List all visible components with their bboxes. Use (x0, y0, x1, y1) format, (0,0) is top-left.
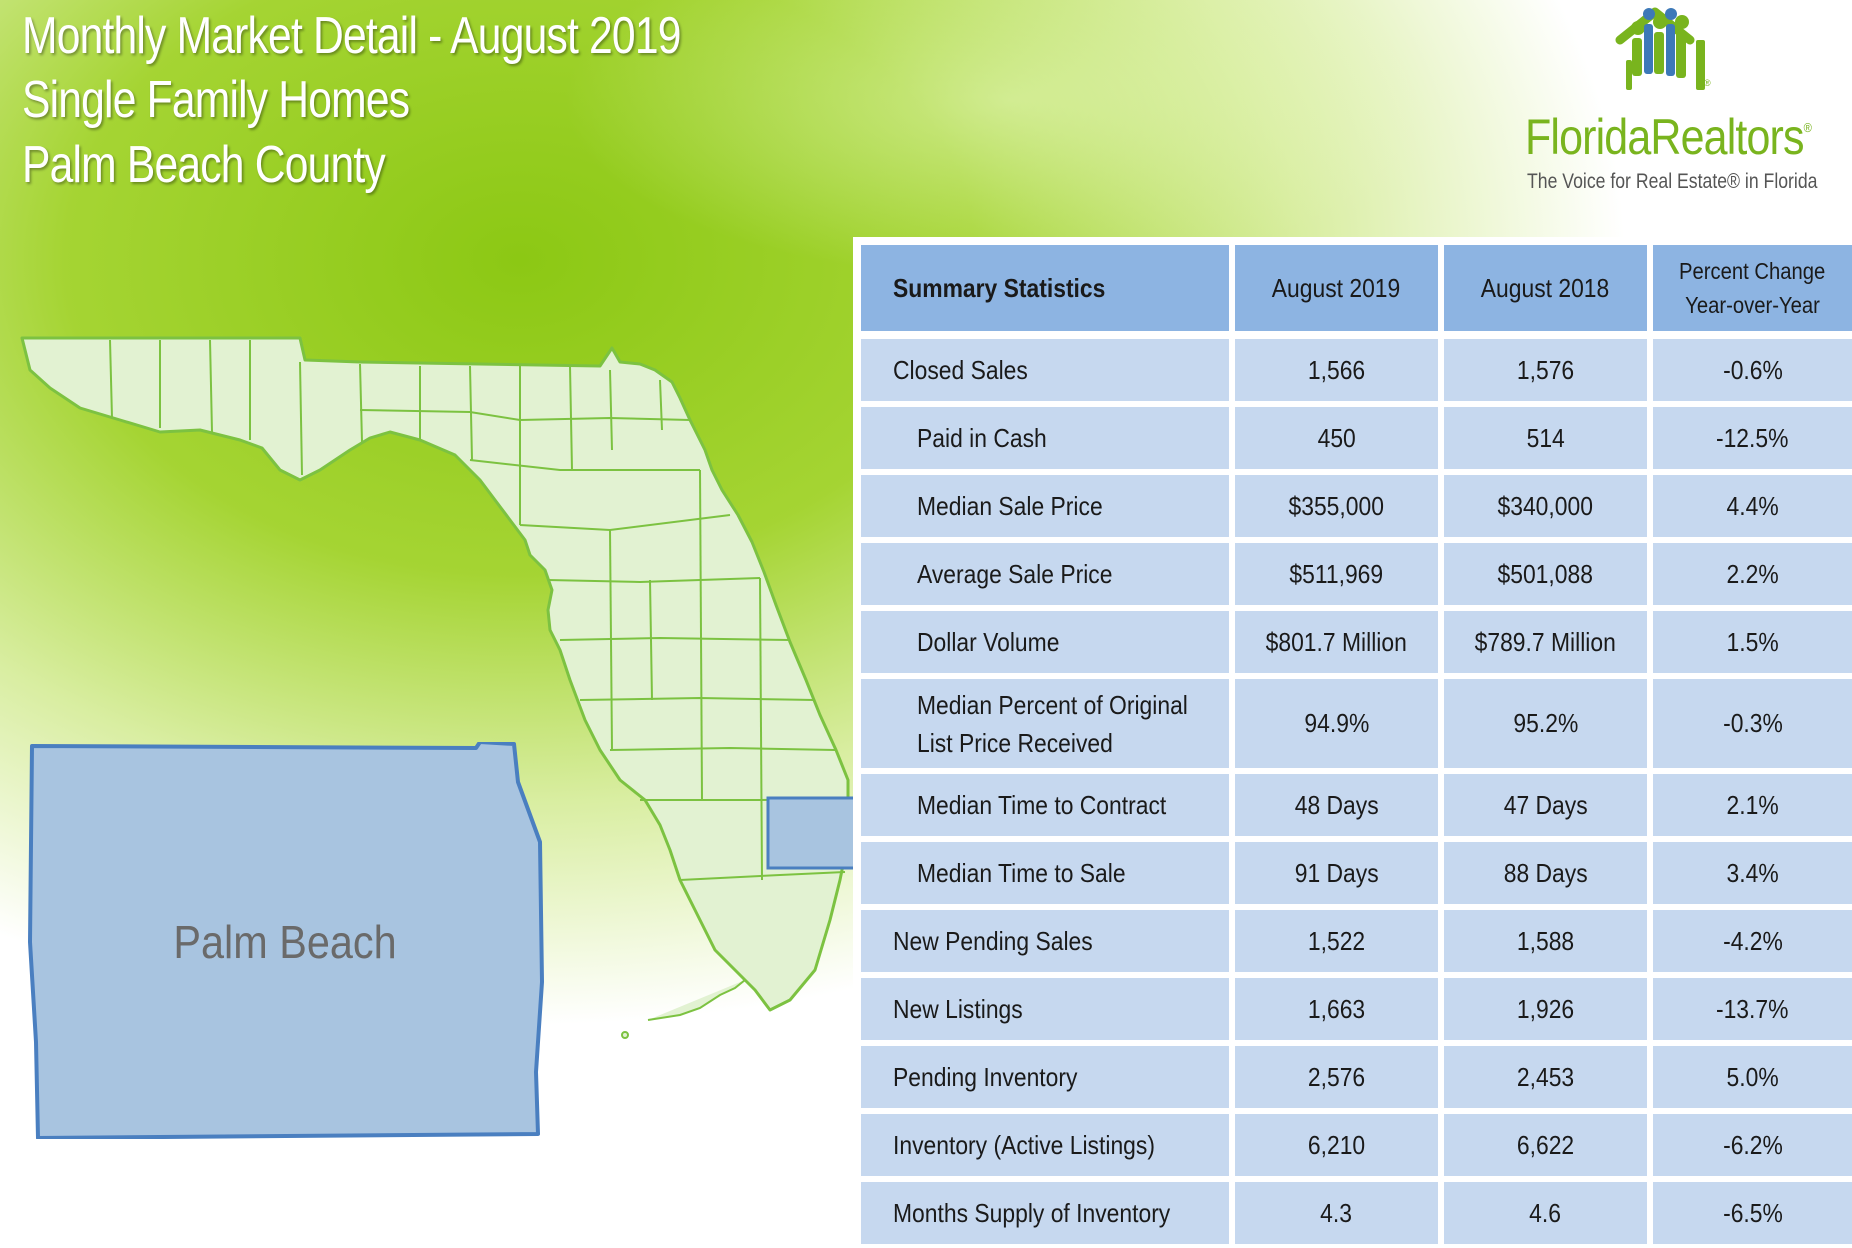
row-label: Average Sale Price (861, 543, 1229, 605)
value-2018: $501,088 (1444, 543, 1647, 605)
florida-keys (621, 979, 746, 1039)
value-2019: 1,663 (1235, 978, 1438, 1040)
value-2019: 1,522 (1235, 910, 1438, 972)
row-label: Inventory (Active Listings) (861, 1114, 1229, 1176)
value-2019: $355,000 (1235, 475, 1438, 537)
percent-change: -13.7% (1653, 978, 1852, 1040)
value-2019: $801.7 Million (1235, 611, 1438, 673)
florida-county-map (20, 336, 864, 1039)
row-label: Months Supply of Inventory (861, 1182, 1229, 1244)
header-august-2019: August 2019 (1235, 245, 1438, 331)
county-title: Palm Beach County (22, 136, 386, 194)
value-2018: 4.6 (1444, 1182, 1647, 1244)
value-2018: 47 Days (1444, 774, 1647, 836)
svg-text:®: ® (1704, 78, 1711, 88)
percent-change: -12.5% (1653, 407, 1852, 469)
florida-state-shape (20, 336, 850, 1012)
row-label: New Listings (861, 978, 1229, 1040)
value-2019: 6,210 (1235, 1114, 1438, 1176)
logo-wordmark: FloridaRealtors® (1525, 109, 1812, 165)
palm-beach-label: Palm Beach (173, 916, 397, 968)
percent-change: -0.6% (1653, 339, 1852, 401)
row-label: Median Percent of Original List Price Rec… (861, 679, 1229, 768)
value-2018: 1,926 (1444, 978, 1647, 1040)
row-label-line2: List Price Received (917, 727, 1113, 758)
percent-change: -0.3% (1653, 679, 1852, 768)
percent-change: 2.1% (1653, 774, 1852, 836)
value-2019: 48 Days (1235, 774, 1438, 836)
header-summary-statistics: Summary Statistics (861, 245, 1229, 331)
percent-change: -6.2% (1653, 1114, 1852, 1176)
value-2018: 2,453 (1444, 1046, 1647, 1108)
florida-realtors-logo-icon: ® (1615, 7, 1711, 90)
header-percent-change: Percent Change Year-over-Year (1653, 245, 1852, 331)
row-label: Median Time to Sale (861, 842, 1229, 904)
summary-statistics-table: Summary Statistics August 2019 August 20… (853, 237, 1852, 1248)
property-type-title: Single Family Homes (22, 71, 410, 129)
row-label: Paid in Cash (861, 407, 1229, 469)
row-label: Closed Sales (861, 339, 1229, 401)
percent-change: 1.5% (1653, 611, 1852, 673)
report-title: Monthly Market Detail - August 2019 (22, 7, 681, 65)
value-2018: 95.2% (1444, 679, 1647, 768)
palm-beach-highlight (766, 796, 864, 870)
row-label: Median Sale Price (861, 475, 1229, 537)
percent-change: 5.0% (1653, 1046, 1852, 1108)
row-label: Dollar Volume (861, 611, 1229, 673)
value-2018: $789.7 Million (1444, 611, 1647, 673)
row-label-line1: Median Percent of Original (917, 689, 1188, 720)
logo-tagline: The Voice for Real Estate® in Florida (1527, 170, 1818, 193)
value-2019: 4.3 (1235, 1182, 1438, 1244)
background-swoosh (560, 0, 1460, 280)
percent-change: 2.2% (1653, 543, 1852, 605)
value-2019: $511,969 (1235, 543, 1438, 605)
percent-change: 3.4% (1653, 842, 1852, 904)
county-borders (109, 339, 849, 881)
value-2019: 2,576 (1235, 1046, 1438, 1108)
value-2019: 91 Days (1235, 842, 1438, 904)
value-2018: 1,588 (1444, 910, 1647, 972)
value-2018: $340,000 (1444, 475, 1647, 537)
value-2019: 450 (1235, 407, 1438, 469)
row-label: Median Time to Contract (861, 774, 1229, 836)
value-2018: 514 (1444, 407, 1647, 469)
percent-change: 4.4% (1653, 475, 1852, 537)
percent-change: -4.2% (1653, 910, 1852, 972)
row-label: Pending Inventory (861, 1046, 1229, 1108)
value-2018: 1,576 (1444, 339, 1647, 401)
value-2018: 88 Days (1444, 842, 1647, 904)
row-label: New Pending Sales (861, 910, 1229, 972)
header-august-2018: August 2018 (1444, 245, 1647, 331)
value-2018: 6,622 (1444, 1114, 1647, 1176)
percent-change: -6.5% (1653, 1182, 1852, 1244)
value-2019: 94.9% (1235, 679, 1438, 768)
value-2019: 1,566 (1235, 339, 1438, 401)
